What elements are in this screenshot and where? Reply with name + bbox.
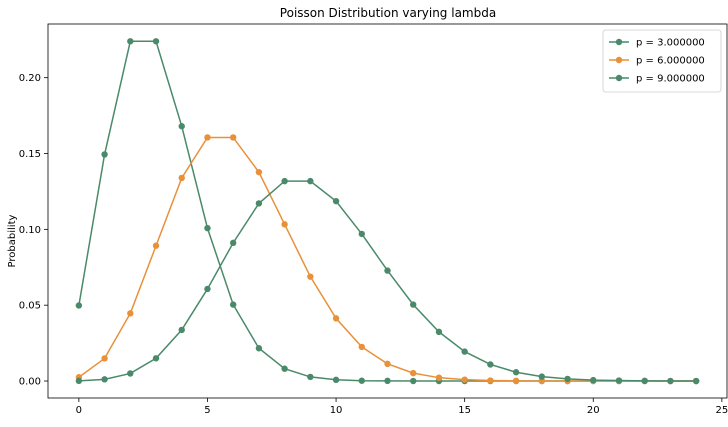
data-point xyxy=(590,376,597,384)
data-point xyxy=(435,374,443,381)
data-point xyxy=(255,200,263,207)
data-point xyxy=(307,273,314,280)
data-point xyxy=(152,38,160,45)
legend-box xyxy=(602,29,722,93)
legend-label: p = 3.000000 xyxy=(636,38,705,49)
data-point xyxy=(358,230,365,238)
data-point xyxy=(127,38,134,45)
data-point xyxy=(255,345,263,352)
legend-marker xyxy=(615,38,623,46)
data-point xyxy=(435,328,443,336)
axes-frame xyxy=(47,23,728,399)
data-point xyxy=(178,174,185,182)
data-point xyxy=(75,302,83,309)
data-point xyxy=(512,377,520,385)
x-tick-label: 0 xyxy=(76,405,82,416)
data-point xyxy=(358,377,365,384)
x-tick-label: 5 xyxy=(204,405,210,416)
data-point xyxy=(229,301,237,308)
legend-label: p = 6.000000 xyxy=(636,56,705,67)
legend-label: p = 9.000000 xyxy=(636,74,705,85)
data-point xyxy=(178,123,185,130)
data-point xyxy=(538,377,546,385)
series-line xyxy=(78,180,697,382)
x-tick-label: 25 xyxy=(715,405,728,416)
data-point xyxy=(332,315,340,322)
data-point xyxy=(101,151,108,158)
data-point xyxy=(358,343,365,351)
data-point xyxy=(487,361,494,368)
data-point xyxy=(204,134,211,141)
legend-marker xyxy=(615,56,623,64)
data-point xyxy=(667,377,674,385)
data-point xyxy=(692,377,700,385)
y-tick-label: 0.05 xyxy=(19,301,41,312)
data-point xyxy=(615,377,623,384)
data-point xyxy=(641,377,648,385)
legend-item: p = 3.000000 xyxy=(609,38,705,49)
data-point xyxy=(332,376,340,384)
y-axis-label: Probability xyxy=(7,214,18,267)
x-tick-label: 20 xyxy=(587,405,600,416)
data-point xyxy=(281,221,288,228)
data-point xyxy=(152,355,160,362)
series-2 xyxy=(75,134,700,385)
data-point xyxy=(512,369,520,376)
data-point xyxy=(307,177,314,185)
data-point xyxy=(564,375,571,383)
data-point xyxy=(101,376,108,383)
data-point xyxy=(410,301,417,308)
y-tick-label: 0.15 xyxy=(19,149,41,160)
data-point xyxy=(461,348,468,355)
y-tick-label: 0.10 xyxy=(19,225,41,236)
data-point xyxy=(384,377,391,385)
data-point xyxy=(281,177,288,185)
x-tick-label: 10 xyxy=(330,405,343,416)
y-tick-label: 0.00 xyxy=(19,377,41,388)
data-point xyxy=(152,242,160,249)
data-point xyxy=(229,134,237,141)
data-point xyxy=(332,197,340,205)
plot-area: 0 5 10 15 20 25 0.00 0.05 0.10 0.15 0.20 xyxy=(19,23,728,416)
data-point xyxy=(410,377,417,385)
y-tick-label: 0.20 xyxy=(19,73,41,84)
data-point xyxy=(384,360,391,368)
legend-marker xyxy=(615,74,623,82)
data-point xyxy=(307,373,314,381)
series-line xyxy=(78,136,697,382)
legend: p = 3.000000 p = 6.000000 p = 9.000000 xyxy=(602,29,722,93)
data-point xyxy=(487,377,494,384)
series-line xyxy=(78,40,697,382)
data-point xyxy=(538,373,546,380)
data-point xyxy=(204,285,211,293)
data-point xyxy=(255,168,263,176)
data-point xyxy=(204,224,211,232)
data-point xyxy=(127,310,134,317)
chart-title: Poisson Distribution varying lambda xyxy=(280,6,496,20)
legend-item: p = 9.000000 xyxy=(609,74,705,85)
data-point xyxy=(127,370,134,377)
series-3 xyxy=(75,177,700,385)
data-point xyxy=(410,369,417,377)
data-point xyxy=(178,326,185,334)
data-point xyxy=(75,377,83,385)
data-point xyxy=(101,355,108,362)
data-point xyxy=(229,239,237,247)
legend-item: p = 6.000000 xyxy=(609,56,705,67)
data-point xyxy=(281,365,288,372)
data-point xyxy=(461,376,468,383)
data-point xyxy=(384,267,391,274)
x-tick-label: 15 xyxy=(458,405,471,416)
